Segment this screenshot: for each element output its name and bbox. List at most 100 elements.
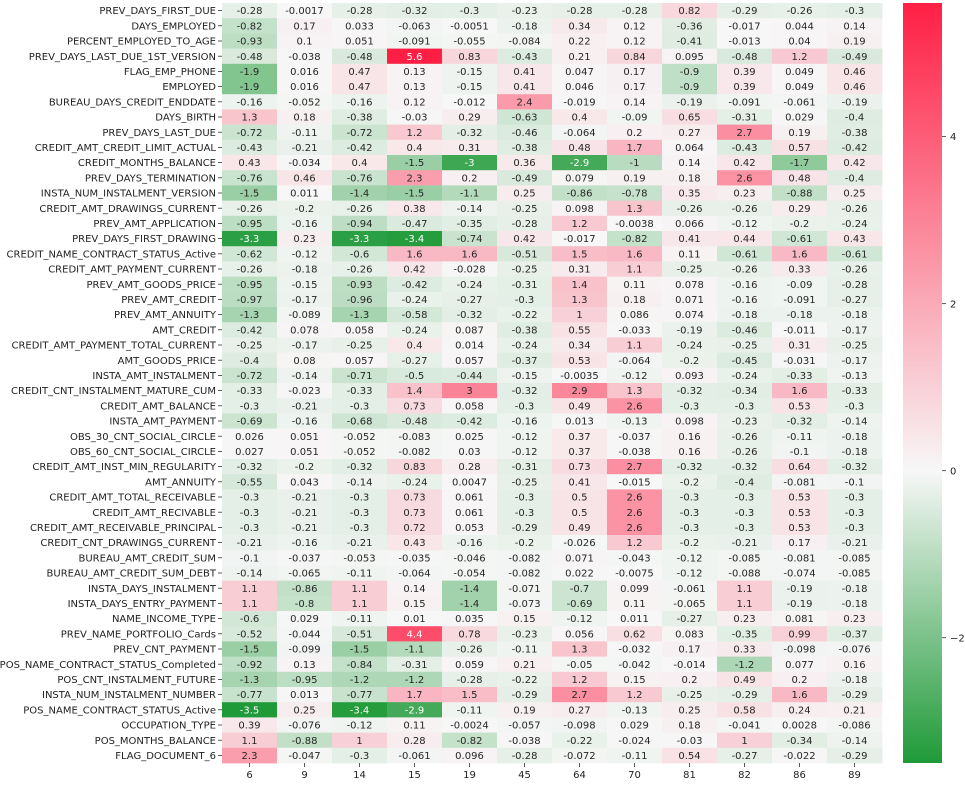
cell-value-label: -0.038 <box>288 52 320 63</box>
cell-value-label: 0.39 <box>238 721 260 732</box>
cell-value-label: 0.41 <box>513 67 535 78</box>
heatmap-cell <box>552 459 608 475</box>
column-label: 45 <box>518 770 531 781</box>
heatmap-cell <box>827 109 883 125</box>
cell-value-label: -3.3 <box>350 234 370 245</box>
cell-value-label: 0.053 <box>455 523 484 534</box>
row-label: FLAG_EMP_PHONE <box>124 67 216 78</box>
heatmap-cell <box>827 641 883 657</box>
heatmap-cell <box>772 18 828 34</box>
cell-value-label: 0.17 <box>788 538 810 549</box>
cell-value-label: 0.73 <box>403 493 425 504</box>
cell-value-label: 0.061 <box>455 493 484 504</box>
cell-value-label: 2.6 <box>627 523 643 534</box>
cell-value-label: -0.29 <box>512 523 538 534</box>
cell-value-label: 0.27 <box>568 705 590 716</box>
heatmap-cell <box>552 519 608 536</box>
heatmap-cell <box>772 383 828 399</box>
cell-value-label: 0.2 <box>462 173 478 184</box>
heatmap-cell <box>332 307 388 323</box>
heatmap-cell <box>332 626 388 642</box>
cell-value-label: -1.7 <box>790 158 810 169</box>
cell-value-label: 0.014 <box>455 341 484 352</box>
cell-value-label: -0.21 <box>347 538 373 549</box>
heatmap-cell <box>827 261 883 277</box>
heatmap-cell <box>332 18 388 34</box>
cell-value-label: 0.022 <box>565 569 594 580</box>
cell-value-label: -0.3 <box>845 523 865 534</box>
cell-value-label: -0.11 <box>347 569 373 580</box>
cell-value-label: 1.2 <box>572 675 588 686</box>
row-label: PREV_DAYS_TERMINATION <box>85 173 216 184</box>
heatmap-cell <box>607 626 663 642</box>
cell-value-label: -1.5 <box>240 645 260 656</box>
cell-value-label: 0.15 <box>513 614 535 625</box>
heatmap-cell <box>387 291 443 308</box>
cell-value-label: 0.4 <box>352 158 368 169</box>
cell-value-label: -0.72 <box>237 371 263 382</box>
heatmap-cell <box>332 413 388 429</box>
cell-value-label: -0.12 <box>622 371 648 382</box>
row-labels: PREV_DAYS_FIRST_DUE DAYS_EMPLOYED PERCENT_… <box>0 6 222 762</box>
column-label: 86 <box>793 770 806 781</box>
heatmap-cell <box>772 139 828 156</box>
cell-value-label: -0.88 <box>787 189 813 200</box>
cell-value-label: 0.23 <box>733 189 755 200</box>
cell-value-label: -1.3 <box>240 310 260 321</box>
heatmap-cell <box>387 611 443 627</box>
heatmap-cell <box>332 732 388 749</box>
cell-value-label: -0.043 <box>618 553 650 564</box>
colorbar-gradient <box>903 3 942 763</box>
cell-value-label: -0.017 <box>563 234 595 245</box>
cell-value-label: 0.17 <box>293 21 315 32</box>
heatmap-cell <box>607 580 663 597</box>
cell-value-label: 2.7 <box>627 462 643 473</box>
cell-value-label: -0.088 <box>728 569 760 580</box>
cell-value-label: 0.11 <box>403 721 425 732</box>
row-label: PREV_AMT_GOODS_PRICE <box>87 280 216 291</box>
heatmap-cell <box>497 276 553 293</box>
cell-value-label: -0.24 <box>732 371 758 382</box>
heatmap-cell <box>662 641 718 657</box>
heatmap-cell <box>772 428 828 445</box>
cell-value-label: 2.6 <box>627 401 643 412</box>
heatmap-cell <box>442 459 498 475</box>
cell-value-label: 0.84 <box>623 52 645 63</box>
cell-value-label: -0.33 <box>787 371 813 382</box>
cell-value-label: -0.12 <box>677 569 703 580</box>
heatmap-cell <box>717 48 773 65</box>
heatmap-cell <box>827 535 883 551</box>
heatmap-cell <box>387 231 443 247</box>
heatmap-cell <box>497 48 553 65</box>
heatmap-cell <box>827 687 883 703</box>
heatmap-cell <box>442 231 498 247</box>
colorbar-tick-label: 2 <box>950 299 956 310</box>
cell-value-label: -0.0038 <box>615 219 654 230</box>
heatmap-cell <box>552 3 608 19</box>
heatmap-cell <box>332 352 388 369</box>
heatmap-cell <box>827 48 883 65</box>
heatmap-cell <box>662 595 718 612</box>
cell-value-label: 0.1 <box>297 37 313 48</box>
heatmap-cell <box>717 139 773 156</box>
heatmap-cell <box>222 170 278 186</box>
cell-value-label: -0.14 <box>457 204 483 215</box>
heatmap-cell <box>827 155 883 171</box>
heatmap-cell <box>387 747 443 764</box>
column-label: 81 <box>683 770 696 781</box>
heatmap-cell <box>607 200 663 217</box>
heatmap-cell <box>332 291 388 308</box>
heatmap-cell <box>222 717 278 733</box>
cell-value-label: 0.18 <box>623 295 645 306</box>
cell-value-label: 0.34 <box>568 341 590 352</box>
heatmap-cell <box>222 474 278 490</box>
cell-value-label: -0.38 <box>512 325 538 336</box>
heatmap-cell <box>662 18 718 34</box>
cell-value-label: -0.18 <box>842 432 868 443</box>
cell-value-label: -0.22 <box>567 736 593 747</box>
heatmap-cell <box>552 170 608 186</box>
cell-value-label: -0.1 <box>240 553 260 564</box>
heatmap-cell <box>497 459 553 475</box>
cell-value-label: 0.64 <box>788 462 810 473</box>
row-label: EMPLOYED <box>162 82 216 93</box>
